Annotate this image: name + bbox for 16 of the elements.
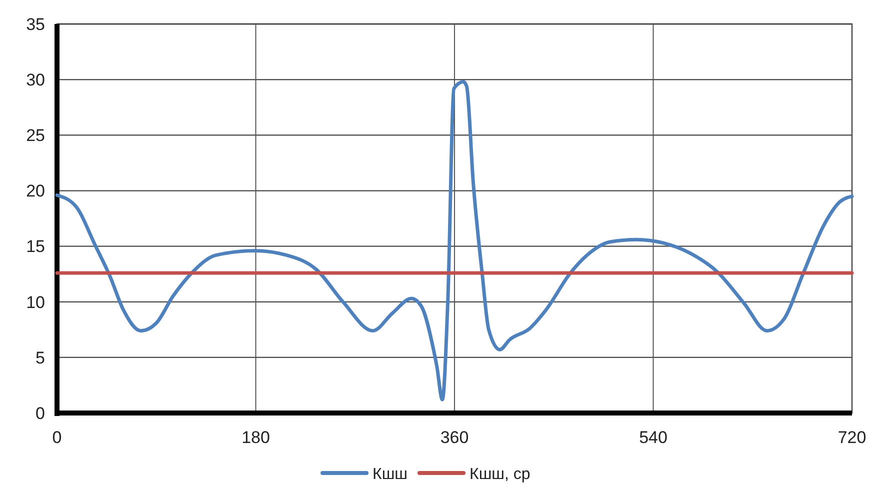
y-tick-label: 20 bbox=[26, 182, 45, 201]
y-tick-label: 15 bbox=[26, 237, 45, 256]
x-tick-label: 720 bbox=[838, 428, 866, 447]
x-tick-label: 540 bbox=[639, 428, 668, 447]
legend-label: Кшш, ср bbox=[470, 466, 530, 483]
y-tick-label: 35 bbox=[26, 14, 45, 34]
legend-label: Кшш bbox=[372, 466, 408, 483]
y-tick-label: 10 bbox=[26, 292, 45, 312]
y-tick-label: 30 bbox=[26, 70, 45, 90]
x-tick-label: 180 bbox=[242, 428, 270, 447]
x-tick-label: 360 bbox=[440, 428, 469, 447]
y-tick-label: 25 bbox=[26, 126, 45, 146]
x-tick-label: 0 bbox=[52, 428, 62, 447]
line-series bbox=[55, 80, 854, 402]
y-tick-label: 0 bbox=[36, 404, 45, 423]
y-tick-label: 5 bbox=[36, 348, 45, 368]
